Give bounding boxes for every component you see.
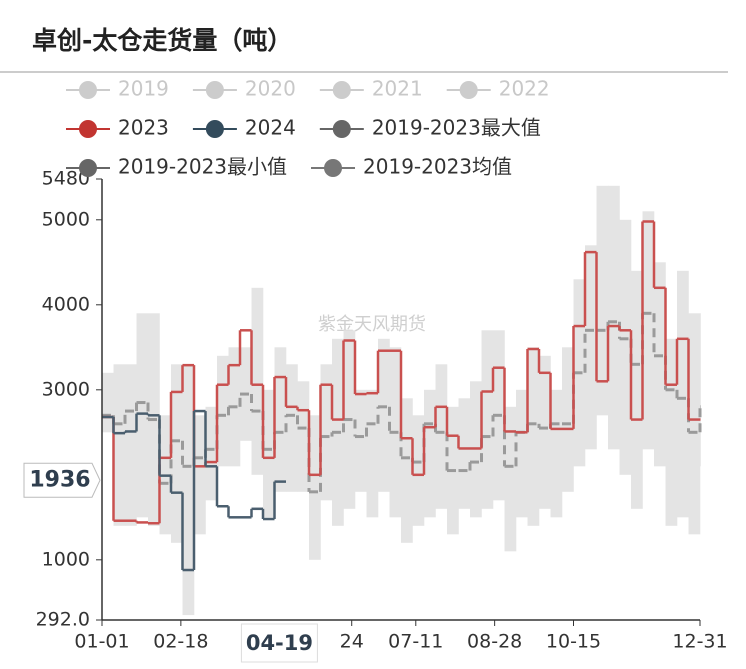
y-tick-label: 3000 — [42, 378, 90, 400]
y-tick-label: 4000 — [42, 293, 90, 315]
legend-dot — [79, 120, 97, 138]
range-band — [355, 389, 367, 492]
range-band — [113, 364, 126, 526]
legend-item[interactable]: 2019-2023均值 — [311, 155, 512, 179]
legend-dot — [332, 120, 351, 138]
range-band — [642, 211, 655, 450]
legend-item[interactable]: 2020 — [192, 77, 296, 101]
legend-label: 2023 — [118, 116, 169, 140]
range-band — [527, 347, 540, 526]
range-band — [412, 415, 425, 526]
legend-item[interactable]: 2019-2023最大值 — [319, 116, 541, 140]
legend-label: 2019-2023最大值 — [372, 116, 541, 140]
x-tick-label: 07-11 — [388, 631, 443, 653]
legend-label: 2019-2023均值 — [363, 155, 512, 179]
x-tick-label: 12-31 — [672, 631, 727, 653]
crosshair-x-box — [240, 623, 318, 663]
range-band — [125, 364, 137, 526]
chart-title: 卓创-太仓走货量（吨） — [32, 26, 292, 55]
range-band — [481, 330, 494, 509]
range-band — [585, 245, 597, 450]
range-band — [688, 313, 701, 535]
legend-label: 2024 — [245, 116, 296, 140]
legend-dot — [332, 81, 351, 99]
legend-item[interactable]: 2023 — [66, 116, 169, 140]
legend-dot — [459, 81, 478, 99]
x-tick-label: 10-15 — [546, 631, 601, 653]
range-band — [205, 406, 218, 501]
x-tick-label: 08-28 — [467, 631, 522, 653]
range-band — [435, 364, 448, 509]
legend-label: 2020 — [245, 77, 296, 101]
series-line — [102, 220, 701, 525]
legend-item[interactable]: 2022 — [446, 77, 550, 101]
range-band — [297, 381, 310, 492]
x-tick-label: 01-01 — [74, 631, 129, 653]
range-band — [309, 415, 321, 560]
crosshair-x-label: 04-19 — [246, 631, 313, 655]
watermark: 紫金天风期货 — [318, 314, 426, 335]
x-tick-label: 02-18 — [153, 631, 208, 653]
legend-dot — [79, 81, 97, 99]
range-band — [424, 389, 436, 518]
x-tick-label: 24 — [340, 631, 364, 653]
range-band — [608, 185, 620, 450]
legend-item[interactable]: 2019 — [66, 77, 169, 101]
range-band — [596, 185, 609, 416]
range-band — [286, 364, 298, 492]
legend-dot — [205, 120, 224, 138]
range-band — [700, 313, 701, 467]
range-band — [136, 313, 149, 518]
plot-area — [102, 185, 702, 616]
range-band — [251, 287, 264, 475]
range-band — [504, 406, 517, 552]
crosshair-y-label: 1936 — [29, 467, 90, 492]
range-band — [665, 338, 678, 526]
range-band — [654, 262, 666, 467]
y-tick-label: 5000 — [42, 208, 90, 230]
range-band — [263, 389, 275, 518]
legend-dot — [324, 159, 343, 177]
range-band — [217, 355, 229, 467]
range-band — [516, 389, 528, 518]
range-band — [677, 270, 689, 518]
series-line — [102, 409, 286, 572]
range-band — [550, 389, 563, 518]
legend-item[interactable]: 2019-2023最小值 — [66, 155, 287, 179]
range-band — [539, 355, 551, 509]
range-band — [631, 270, 643, 509]
legend-label: 2019 — [118, 77, 169, 101]
range-band — [401, 398, 413, 543]
legend-dot — [205, 81, 224, 99]
range-band — [182, 364, 195, 616]
legend-item[interactable]: 2021 — [319, 77, 423, 101]
range-band — [194, 415, 206, 535]
y-tick-label: 5480 — [42, 168, 90, 190]
y-tick-label: 1000 — [42, 548, 90, 570]
legend-dot — [79, 159, 97, 177]
range-band — [366, 389, 379, 518]
range-band — [320, 364, 333, 501]
range-band — [619, 219, 632, 475]
range-band — [102, 372, 114, 433]
legend-label: 2019-2023最小值 — [118, 155, 287, 179]
range-band — [378, 338, 390, 492]
legend-label: 2021 — [372, 77, 423, 101]
y-tick-label: 292.0 — [36, 609, 90, 631]
range-band — [171, 364, 183, 543]
crosshair-y-box — [23, 462, 101, 498]
legend-label: 2022 — [499, 77, 550, 101]
range-band — [458, 398, 471, 509]
legend-item[interactable]: 2024 — [192, 116, 296, 140]
range-band — [562, 347, 574, 492]
range-band — [274, 347, 287, 492]
